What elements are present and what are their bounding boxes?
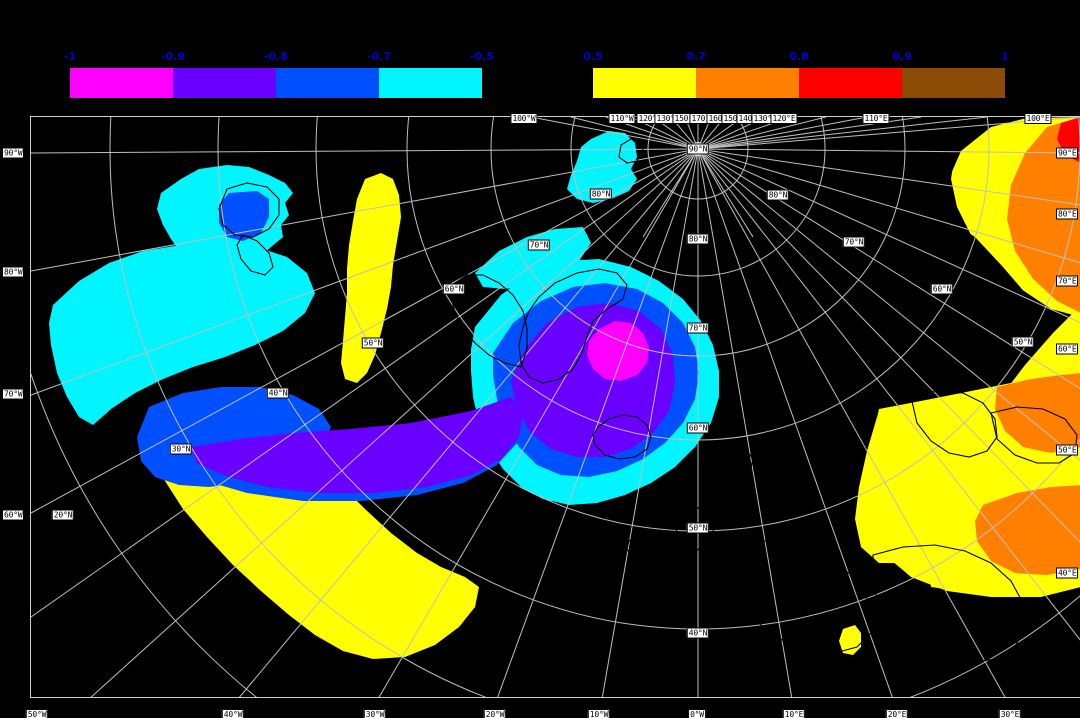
colorbar-tick-label: -0.7: [366, 50, 392, 63]
colorbar-tick-label: 0.5: [583, 50, 603, 63]
longitude-label-bottom: 20°E: [885, 709, 909, 718]
region-nordic-magenta-core: [587, 321, 649, 381]
map-canvas: [31, 117, 1080, 697]
colorbar-gradient: [593, 68, 1005, 98]
mask-siberia-notch: [931, 117, 1031, 217]
correlation-field: [49, 117, 1080, 659]
longitude-label-bottom: 20°W: [483, 709, 507, 718]
positive-correlation-colorbar: 0.5 0.7 0.8 0.9 1: [583, 50, 1009, 98]
longitude-label-left: 70°W: [2, 388, 25, 400]
colorbar-tick-label: -1: [63, 50, 77, 63]
colorbar-tick-row: -1 -0.9 -0.8 -0.7 -0.5: [64, 50, 494, 66]
longitude-label-bottom: 50°W: [25, 709, 49, 718]
colorbar-segment: [902, 68, 1005, 98]
colorbar-segment: [276, 68, 379, 98]
longitude-label-left: 80°W: [2, 266, 25, 278]
longitude-label-bottom: 30°E: [998, 709, 1022, 718]
mask-siberia-notch2: [931, 209, 1051, 323]
colorbar-tick-label: 0.8: [789, 50, 809, 63]
colorbar-tick-label: 1: [1001, 50, 1009, 63]
longitude-label-bottom: 10°W: [587, 709, 611, 718]
colorbar-segment: [799, 68, 902, 98]
longitude-label-left: 90°W: [2, 147, 25, 159]
negative-correlation-colorbar: -1 -0.9 -0.8 -0.7 -0.5: [64, 50, 494, 98]
longitude-label-left: 60°W: [2, 509, 25, 521]
colorbar-segment: [173, 68, 276, 98]
region-greenland-cyan-lobe: [49, 243, 315, 425]
colorbar-tick-label: -0.9: [160, 50, 186, 63]
colorbar-gradient: [70, 68, 482, 98]
coastlines: [218, 138, 1078, 664]
colorbar-segment: [593, 68, 696, 98]
colorbar-tick-label: 0.9: [892, 50, 912, 63]
pole-marker: [691, 142, 705, 156]
region-west-greenland-strip: [341, 173, 401, 383]
region-eastern-europe-orange: [975, 373, 1080, 575]
colorbar-tick-label: 0.7: [686, 50, 706, 63]
graticule: [31, 117, 1080, 697]
region-nordic-purple: [191, 303, 675, 493]
colorbar-segment: [379, 68, 482, 98]
longitude-label-bottom: 40°W: [221, 709, 245, 718]
longitude-label-bottom: 10°E: [782, 709, 806, 718]
colorbar-segment: [696, 68, 799, 98]
colorbar-tick-row: 0.5 0.7 0.8 0.9 1: [583, 50, 1009, 66]
colorbar-segment: [70, 68, 173, 98]
region-canadian-arctic-core: [219, 191, 269, 241]
polar-stereographic-map[interactable]: 90°N 80°N 80°N 80°N 70°N 70°N 70°N 60°N 60°N 60°N…: [30, 116, 1080, 698]
longitude-label-bottom: 0°W: [688, 709, 706, 718]
colorbar-tick-label: -0.8: [263, 50, 289, 63]
longitude-label-bottom: 30°W: [363, 709, 387, 718]
region-siberia-orange: [1007, 117, 1080, 313]
colorbar-tick-label: -0.5: [469, 50, 495, 63]
